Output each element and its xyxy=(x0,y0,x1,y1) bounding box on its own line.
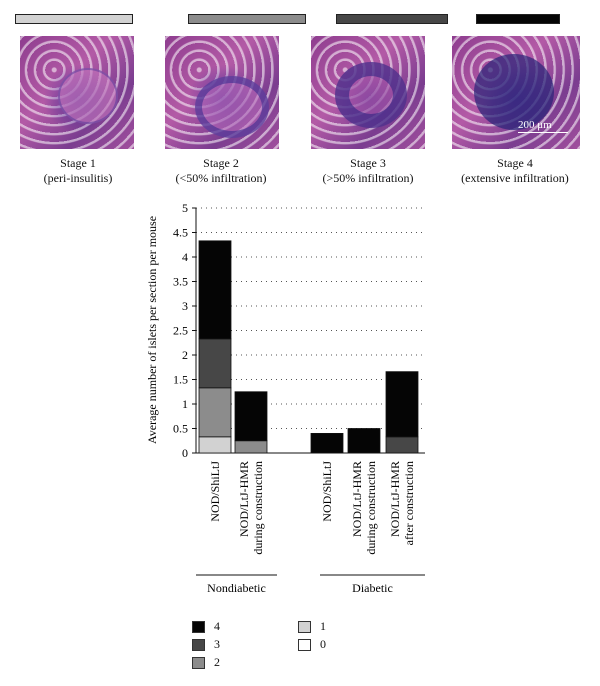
stage-1-subtitle: (peri-insulitis) xyxy=(43,171,113,185)
stage-1-micrograph xyxy=(20,36,134,149)
stage-3-label: Stage 3 (>50% infiltration) xyxy=(293,156,443,186)
bar-segment-stage-4 xyxy=(385,371,419,438)
y-tick-label: 2 xyxy=(182,348,188,362)
bar-segment-stage-3 xyxy=(385,436,419,454)
bar-segment-stage-2 xyxy=(198,387,232,438)
legend-item-3: 3 xyxy=(192,637,220,652)
scale-bar-line xyxy=(518,132,568,133)
legend-label: 3 xyxy=(214,637,220,651)
bar-segment-stage-4 xyxy=(310,432,344,454)
legend-item-1: 1 xyxy=(298,619,326,634)
bar-segment-stage-4 xyxy=(234,391,268,442)
legend-item-0: 0 xyxy=(298,637,326,652)
x-category-label: NOD/LtJ-HMR xyxy=(388,461,402,537)
bar-segment-stage-2 xyxy=(234,440,268,454)
y-tick-label: 0 xyxy=(182,446,188,460)
stage-3-subtitle: (>50% infiltration) xyxy=(322,171,414,185)
stacked-bar-chart: 0 0.5 1 1.5 2 2.5 3 3.5 4 4.5 5 NOD/ShiLtJ NOD/LtJ-H… xyxy=(145,201,425,595)
bar-segment-stage-4 xyxy=(198,240,232,340)
stage-2-title: Stage 2 xyxy=(203,156,239,170)
y-tick-label: 5 xyxy=(182,201,188,215)
x-category-label: after construction xyxy=(402,461,416,545)
stage-3-title: Stage 3 xyxy=(350,156,386,170)
stage-2-color-bar xyxy=(188,14,306,24)
stage-1-label: Stage 1 (peri-insulitis) xyxy=(3,156,153,186)
y-tick-label: 4.5 xyxy=(173,226,188,240)
legend-item-2: 2 xyxy=(192,655,220,670)
legend-swatch xyxy=(192,638,205,651)
bar-segment-stage-4 xyxy=(347,428,381,454)
bars xyxy=(198,240,419,454)
legend-swatch xyxy=(192,656,205,669)
stage-1-title: Stage 1 xyxy=(60,156,96,170)
legend-item-4: 4 xyxy=(192,619,220,634)
y-tick-label: 0.5 xyxy=(173,422,188,436)
group-label: Diabetic xyxy=(352,581,393,595)
y-tick-label: 3 xyxy=(182,299,188,313)
x-category-label: during construction xyxy=(251,461,265,555)
stage-3-micrograph xyxy=(311,36,425,149)
stage-1-color-bar xyxy=(15,14,133,24)
stage-4-color-bar xyxy=(476,14,560,24)
y-tick-label: 1 xyxy=(182,397,188,411)
y-tick-label: 1.5 xyxy=(173,373,188,387)
tick-labels: 0 0.5 1 1.5 2 2.5 3 3.5 4 4.5 5 NOD/ShiLtJ NOD/LtJ-H… xyxy=(173,201,416,595)
stage-4-micrograph: 200 μm xyxy=(452,36,580,149)
y-axis-label: Average number of islets per section per… xyxy=(145,216,159,444)
y-tick-label: 3.5 xyxy=(173,275,188,289)
x-category-label: NOD/LtJ-HMR xyxy=(350,461,364,537)
stage-4-label: Stage 4 (extensive infiltration) xyxy=(440,156,590,186)
stage-2-subtitle: (<50% infiltration) xyxy=(175,171,267,185)
stage-2-micrograph xyxy=(165,36,279,149)
legend-label: 4 xyxy=(214,619,220,633)
legend-label: 2 xyxy=(214,655,220,669)
scale-bar-label: 200 μm xyxy=(518,119,552,131)
legend-label: 1 xyxy=(320,619,326,633)
x-category-label: during construction xyxy=(364,461,378,555)
x-category-label: NOD/ShiLtJ xyxy=(208,461,222,522)
bar-segment-stage-3 xyxy=(198,338,232,389)
y-tick-label: 2.5 xyxy=(173,324,188,338)
x-category-label: NOD/ShiLtJ xyxy=(320,461,334,522)
legend-label: 0 xyxy=(320,637,326,651)
legend-swatch xyxy=(298,638,311,651)
group-label: Nondiabetic xyxy=(207,581,266,595)
legend-swatch xyxy=(192,620,205,633)
stage-4-subtitle: (extensive infiltration) xyxy=(461,171,569,185)
x-category-label: NOD/LtJ-HMR xyxy=(237,461,251,537)
stage-3-color-bar xyxy=(336,14,448,24)
stage-2-label: Stage 2 (<50% infiltration) xyxy=(146,156,296,186)
legend-swatch xyxy=(298,620,311,633)
bar-segment-stage-1 xyxy=(198,436,232,454)
stage-4-title: Stage 4 xyxy=(497,156,533,170)
y-tick-label: 4 xyxy=(182,250,188,264)
